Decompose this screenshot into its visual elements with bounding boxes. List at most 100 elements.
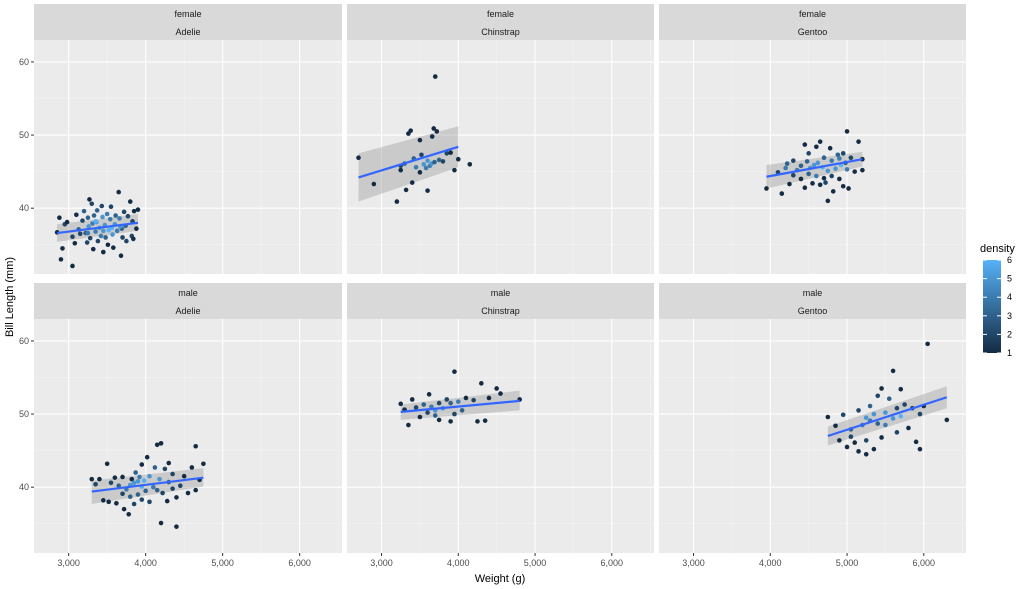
- data-point: [444, 151, 450, 156]
- data-point: [129, 476, 135, 482]
- regression-line: [400, 399, 520, 413]
- data-point: [802, 142, 808, 147]
- data-point: [103, 235, 108, 240]
- legend-tick-label: 4: [1007, 292, 1012, 302]
- x-tick-label: 5,000: [211, 558, 234, 568]
- strip-label-species: Adelie: [175, 27, 200, 37]
- data-point: [898, 386, 904, 392]
- legend-tick-label: 6: [1007, 255, 1012, 265]
- data-point: [58, 257, 64, 262]
- strip-label-species: Gentoo: [798, 27, 828, 37]
- data-point: [141, 478, 147, 483]
- data-point: [139, 497, 145, 502]
- data-point: [170, 471, 175, 477]
- data-point: [125, 213, 131, 219]
- data-point: [93, 229, 98, 234]
- data-point: [193, 443, 198, 449]
- data-point: [840, 151, 846, 156]
- data-point: [875, 421, 881, 426]
- data-point: [475, 419, 480, 424]
- legend: density 1 2 3 4 5 6: [980, 243, 1015, 358]
- data-point: [902, 402, 907, 407]
- data-point: [104, 211, 110, 217]
- data-point: [135, 207, 141, 212]
- data-point: [817, 139, 823, 144]
- data-point: [432, 413, 438, 418]
- legend-tick-label: 1: [1007, 348, 1012, 358]
- data-point: [162, 466, 168, 472]
- data-point: [848, 155, 854, 161]
- data-point: [455, 156, 461, 162]
- strip-label-sex: female: [487, 9, 514, 19]
- panel-male-gentoo: male Gentoo 3,000 4,000 5,000 6,000: [659, 283, 966, 568]
- data-point: [135, 492, 141, 497]
- data-point: [97, 476, 102, 482]
- data-point: [90, 246, 96, 252]
- y-axis-title: Bill Length (mm): [4, 257, 16, 337]
- data-point: [143, 488, 148, 494]
- data-point: [871, 411, 877, 417]
- y-tick-label: 50: [19, 130, 29, 140]
- panel-male-chinstrap: male Chinstrap 3,000 4,000 5,000 6,000: [347, 283, 654, 568]
- data-point: [413, 405, 419, 410]
- data-point: [823, 180, 828, 185]
- facet-strip: [659, 4, 966, 40]
- data-point: [419, 152, 424, 158]
- data-point: [830, 189, 836, 194]
- data-point: [784, 161, 790, 166]
- data-point: [906, 425, 911, 431]
- data-point: [440, 159, 446, 164]
- data-point: [825, 198, 831, 204]
- data-point: [448, 150, 453, 155]
- strip-label-sex: male: [803, 288, 823, 298]
- data-point: [764, 186, 769, 191]
- data-point: [101, 498, 106, 503]
- strip-label-species: Chinstrap: [481, 27, 520, 37]
- facet-strip: [347, 283, 654, 319]
- data-point: [821, 155, 827, 161]
- data-point: [158, 520, 164, 526]
- data-point: [829, 173, 834, 179]
- data-point: [81, 208, 87, 214]
- data-point: [863, 438, 869, 443]
- x-tick-label: 3,000: [370, 558, 393, 568]
- y-tick-label: 60: [19, 336, 29, 346]
- x-tick-label: 5,000: [836, 558, 859, 568]
- y-tick-label: 40: [19, 203, 29, 213]
- data-point: [189, 465, 195, 470]
- data-point: [394, 199, 400, 204]
- data-point: [131, 480, 137, 486]
- data-point: [835, 152, 841, 158]
- data-point: [113, 213, 118, 218]
- y-tick-label: 60: [19, 57, 29, 67]
- data-point: [403, 187, 409, 193]
- data-point: [425, 188, 430, 193]
- data-point: [856, 139, 861, 144]
- data-point: [120, 474, 125, 480]
- regression-line: [358, 145, 459, 179]
- data-point: [201, 461, 206, 467]
- regression-line: [766, 158, 863, 178]
- data-point: [423, 165, 429, 171]
- confidence-band: [358, 126, 459, 202]
- data-point: [486, 395, 492, 401]
- x-axis-title: Weight (g): [475, 573, 526, 585]
- data-point: [108, 480, 114, 486]
- x-tick-label: 4,000: [759, 558, 782, 568]
- legend-tick-label: 5: [1007, 274, 1012, 284]
- data-point: [371, 181, 377, 187]
- data-point: [817, 182, 823, 188]
- data-point: [91, 213, 97, 218]
- data-point: [814, 173, 819, 179]
- strip-label-sex: male: [178, 288, 198, 298]
- facet-strip: [659, 283, 966, 319]
- data-point: [137, 474, 142, 480]
- x-tick-label: 5,000: [524, 558, 547, 568]
- data-point: [100, 214, 105, 220]
- data-point: [436, 417, 442, 423]
- data-point: [84, 240, 90, 245]
- panels-layer: female Adelie 40 50 60 female Chinstrap female G…: [19, 4, 966, 568]
- data-point: [798, 163, 804, 169]
- data-point: [783, 165, 788, 171]
- facet-strip: [34, 4, 342, 40]
